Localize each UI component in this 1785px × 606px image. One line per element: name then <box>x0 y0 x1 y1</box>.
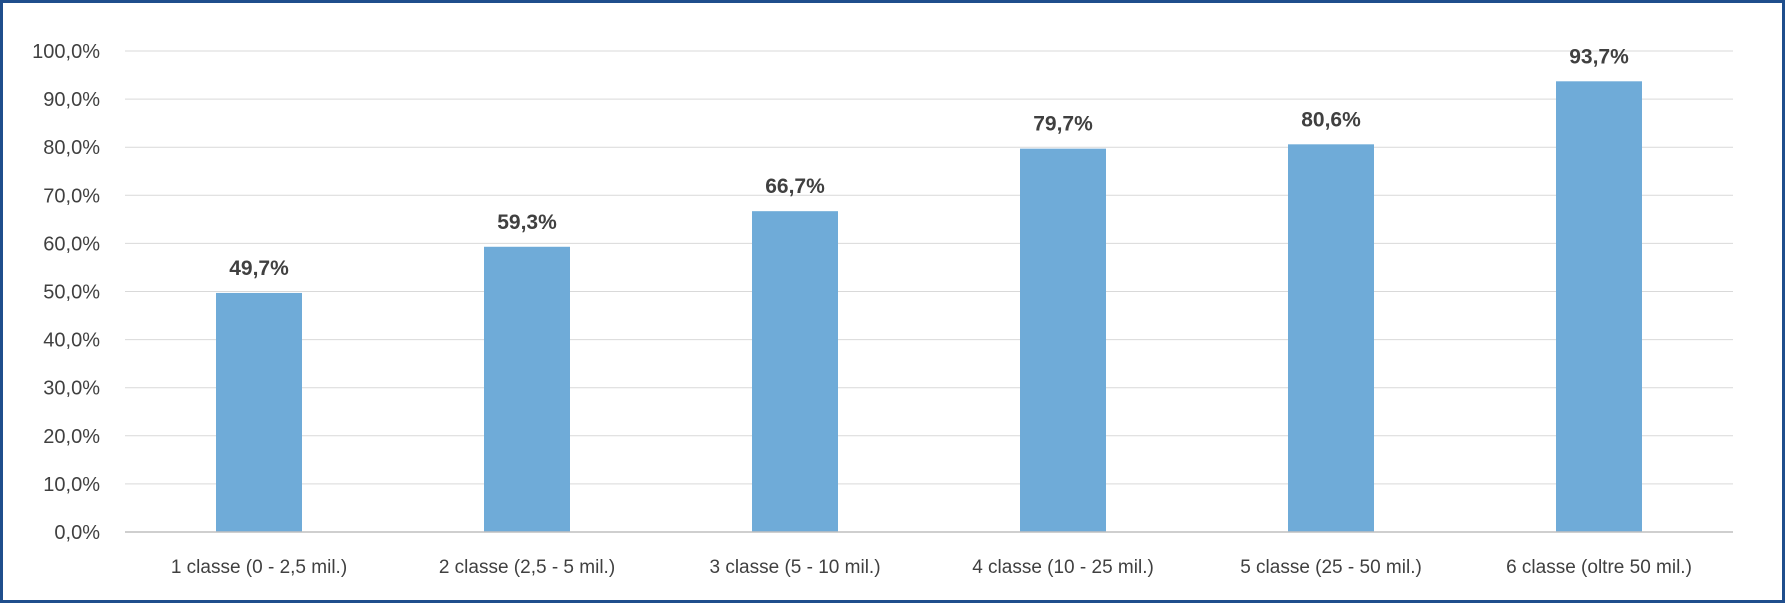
y-tick-label: 20,0% <box>43 426 100 448</box>
bar <box>1556 81 1642 532</box>
y-tick-label: 50,0% <box>43 282 100 304</box>
y-tick-label: 60,0% <box>43 233 100 255</box>
y-axis-ticks: 0,0% 10,0% 20,0% 30,0% 40,0% 50,0% 60,0% 70,0% 8… <box>32 41 100 544</box>
y-tick-label: 70,0% <box>43 185 100 207</box>
data-label: 93,7% <box>1569 45 1629 68</box>
data-label: 80,6% <box>1301 108 1361 131</box>
y-tick-label: 90,0% <box>43 89 100 111</box>
gridlines <box>125 50 1733 485</box>
x-category-label: 6 classe (oltre 50 mil.) <box>1506 557 1692 578</box>
bar <box>1020 148 1106 532</box>
bars <box>216 81 1642 532</box>
data-label: 66,7% <box>765 175 825 198</box>
bar <box>752 211 838 532</box>
x-category-label: 3 classe (5 - 10 mil.) <box>709 557 880 578</box>
y-tick-label: 100,0% <box>32 41 100 63</box>
x-axis-categories: 1 classe (0 - 2,5 mil.) 2 classe (2,5 - 5… <box>171 557 1692 578</box>
y-tick-label: 30,0% <box>43 378 100 400</box>
data-labels: 49,7% 59,3% 66,7% 79,7% 80,6% 93,7% <box>229 45 1629 280</box>
x-category-label: 2 classe (2,5 - 5 mil.) <box>439 557 615 578</box>
x-category-label: 1 classe (0 - 2,5 mil.) <box>171 557 347 578</box>
y-tick-label: 10,0% <box>43 474 100 496</box>
y-tick-label: 80,0% <box>43 137 100 159</box>
bar <box>1288 144 1374 532</box>
data-label: 79,7% <box>1033 113 1093 136</box>
bar <box>216 292 302 532</box>
x-category-label: 5 classe (25 - 50 mil.) <box>1240 557 1422 578</box>
bar <box>484 246 570 532</box>
x-category-label: 4 classe (10 - 25 mil.) <box>972 557 1154 578</box>
bar-chart: 0,0% 10,0% 20,0% 30,0% 40,0% 50,0% 60,0% 70,0% 8… <box>32 41 1733 578</box>
data-label: 59,3% <box>497 211 557 234</box>
data-label: 49,7% <box>229 257 289 280</box>
y-tick-label: 40,0% <box>43 330 100 352</box>
y-tick-label: 0,0% <box>54 522 100 544</box>
